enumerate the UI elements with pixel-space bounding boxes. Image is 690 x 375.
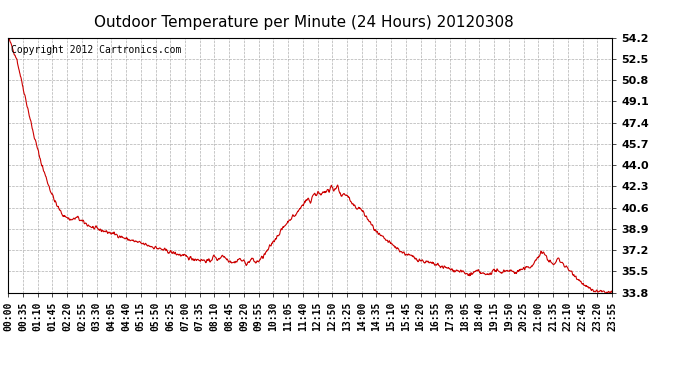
Text: Outdoor Temperature per Minute (24 Hours) 20120308: Outdoor Temperature per Minute (24 Hours… (94, 15, 513, 30)
Text: Copyright 2012 Cartronics.com: Copyright 2012 Cartronics.com (11, 45, 181, 55)
